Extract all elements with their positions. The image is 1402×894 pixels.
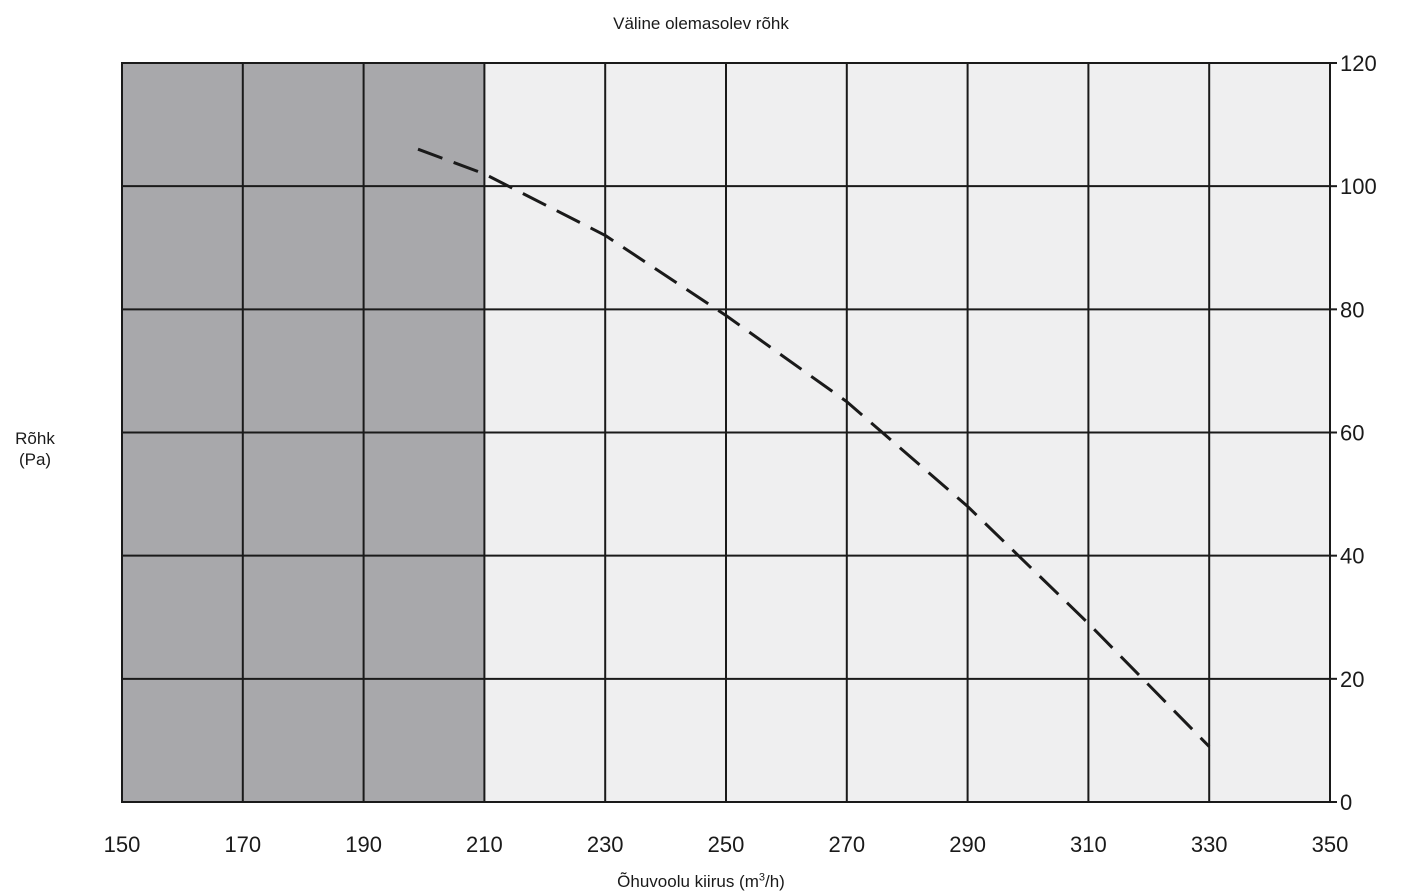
y-axis-label-line2: (Pa) — [18, 450, 52, 469]
x-tick-label-350: 350 — [1312, 832, 1349, 857]
x-tick-label-230: 230 — [587, 832, 624, 857]
x-tick-label-170: 170 — [224, 832, 261, 857]
y-tick-label-100: 100 — [1340, 174, 1377, 199]
y-axis-label: Rõhk (Pa) — [4, 428, 66, 470]
y-axis-label-line1: Rõhk — [15, 429, 55, 448]
x-tick-label-330: 330 — [1191, 832, 1228, 857]
y-tick-label-80: 80 — [1340, 297, 1364, 322]
x-axis-label: Õhuvoolu kiirus (m3/h) — [0, 872, 1402, 892]
chart-title: Väline olemasolev rõhk — [613, 14, 789, 33]
x-tick-label-150: 150 — [104, 832, 141, 857]
y-tick-label-120: 120 — [1340, 51, 1377, 76]
x-axis-label-suffix: /h) — [765, 872, 785, 891]
x-tick-label-270: 270 — [828, 832, 865, 857]
x-axis-label-superscript: 3 — [758, 871, 765, 884]
x-tick-label-190: 190 — [345, 832, 382, 857]
x-tick-label-250: 250 — [708, 832, 745, 857]
y-tick-label-40: 40 — [1340, 544, 1364, 569]
x-tick-label-290: 290 — [949, 832, 986, 857]
x-tick-label-210: 210 — [466, 832, 503, 857]
x-tick-label-310: 310 — [1070, 832, 1107, 857]
y-tick-label-60: 60 — [1340, 421, 1364, 446]
y-tick-label-20: 20 — [1340, 667, 1364, 692]
y-tick-label-0: 0 — [1340, 790, 1352, 815]
series-line-0 — [417, 147, 1211, 748]
x-axis-label-prefix: Õhuvoolu kiirus (m — [617, 872, 759, 891]
